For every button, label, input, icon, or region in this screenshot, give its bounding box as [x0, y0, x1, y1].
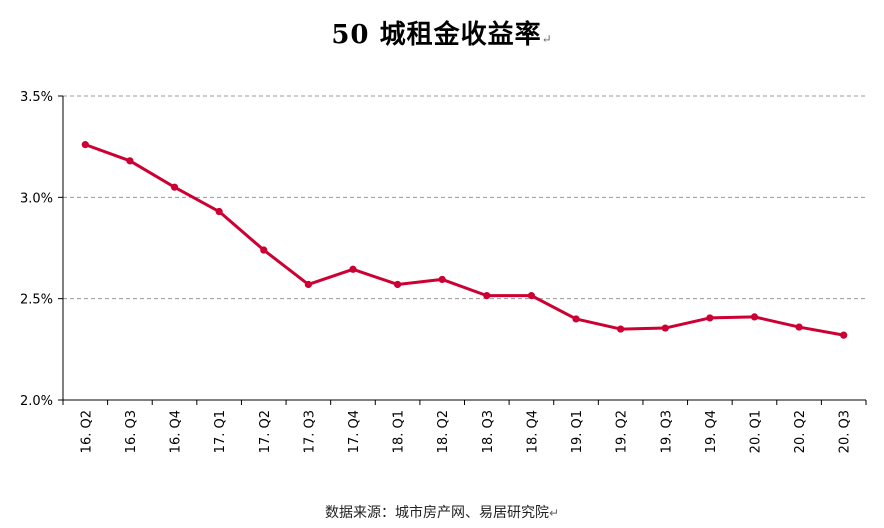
- series-line: [83, 143, 846, 337]
- data-point: [795, 323, 803, 331]
- data-point: [706, 314, 714, 322]
- x-tick-label: 19. Q1: [570, 410, 585, 453]
- data-point: [840, 331, 848, 339]
- y-tick-label: 2.5%: [20, 293, 53, 308]
- source-return-mark: ↵: [548, 506, 560, 520]
- series: [81, 141, 848, 339]
- y-tick-label: 3.0%: [20, 191, 53, 206]
- x-axis-tick-labels: 16. Q2 16. Q3 16. Q4 17. Q1 17. Q2 17. Q3 17. …: [79, 410, 852, 453]
- data-point: [349, 265, 357, 273]
- data-point: [81, 141, 89, 149]
- axes: [58, 95, 867, 405]
- data-point: [750, 313, 759, 321]
- chart-title: 50 城租金收益率↵: [0, 14, 884, 51]
- x-tick-label: 17. Q3: [302, 410, 317, 453]
- x-tick-label: 18. Q1: [392, 410, 407, 453]
- data-point: [215, 207, 223, 216]
- x-tick-label: 20. Q2: [793, 410, 808, 453]
- x-tick-label: 20. Q3: [838, 410, 853, 453]
- y-tick-label: 2.0%: [20, 394, 53, 409]
- source-note: 数据来源：城市房产网、易居研究院↵: [0, 502, 884, 522]
- data-point: [483, 292, 491, 300]
- x-tick-label: 16. Q3: [124, 410, 139, 453]
- x-tick-label: 20. Q1: [748, 410, 763, 453]
- x-tick-label: 17. Q1: [213, 410, 228, 453]
- data-point: [438, 275, 446, 284]
- x-tick-label: 19. Q2: [615, 410, 630, 453]
- x-tick-label: 18. Q3: [481, 410, 496, 453]
- data-point: [126, 157, 134, 165]
- data-point: [527, 292, 536, 300]
- x-tick-label: 16. Q4: [169, 410, 184, 453]
- x-tick-label: 17. Q4: [347, 410, 362, 453]
- title-return-mark: ↵: [541, 32, 553, 46]
- gridlines: [63, 95, 866, 300]
- data-point: [304, 280, 312, 289]
- source-text: 数据来源：城市房产网、易居研究院: [324, 505, 549, 521]
- x-tick-label: 18. Q4: [525, 410, 540, 453]
- data-point: [260, 246, 268, 254]
- data-point: [170, 183, 179, 191]
- x-tick-label: 19. Q4: [704, 410, 719, 453]
- data-point: [393, 280, 402, 289]
- data-point: [572, 315, 580, 323]
- x-tick-label: 19. Q3: [659, 410, 674, 453]
- x-tick-label: 16. Q2: [79, 410, 94, 453]
- chart-title-text: 50 城租金收益率: [331, 20, 542, 50]
- x-tick-label: 17. Q2: [258, 410, 273, 453]
- data-point: [661, 324, 669, 332]
- data-point: [617, 325, 625, 333]
- x-tick-label: 18. Q2: [436, 410, 451, 453]
- y-axis-tick-labels: 2.0% 2.5% 3.0% 3.5%: [20, 90, 53, 409]
- y-tick-label: 3.5%: [20, 90, 53, 105]
